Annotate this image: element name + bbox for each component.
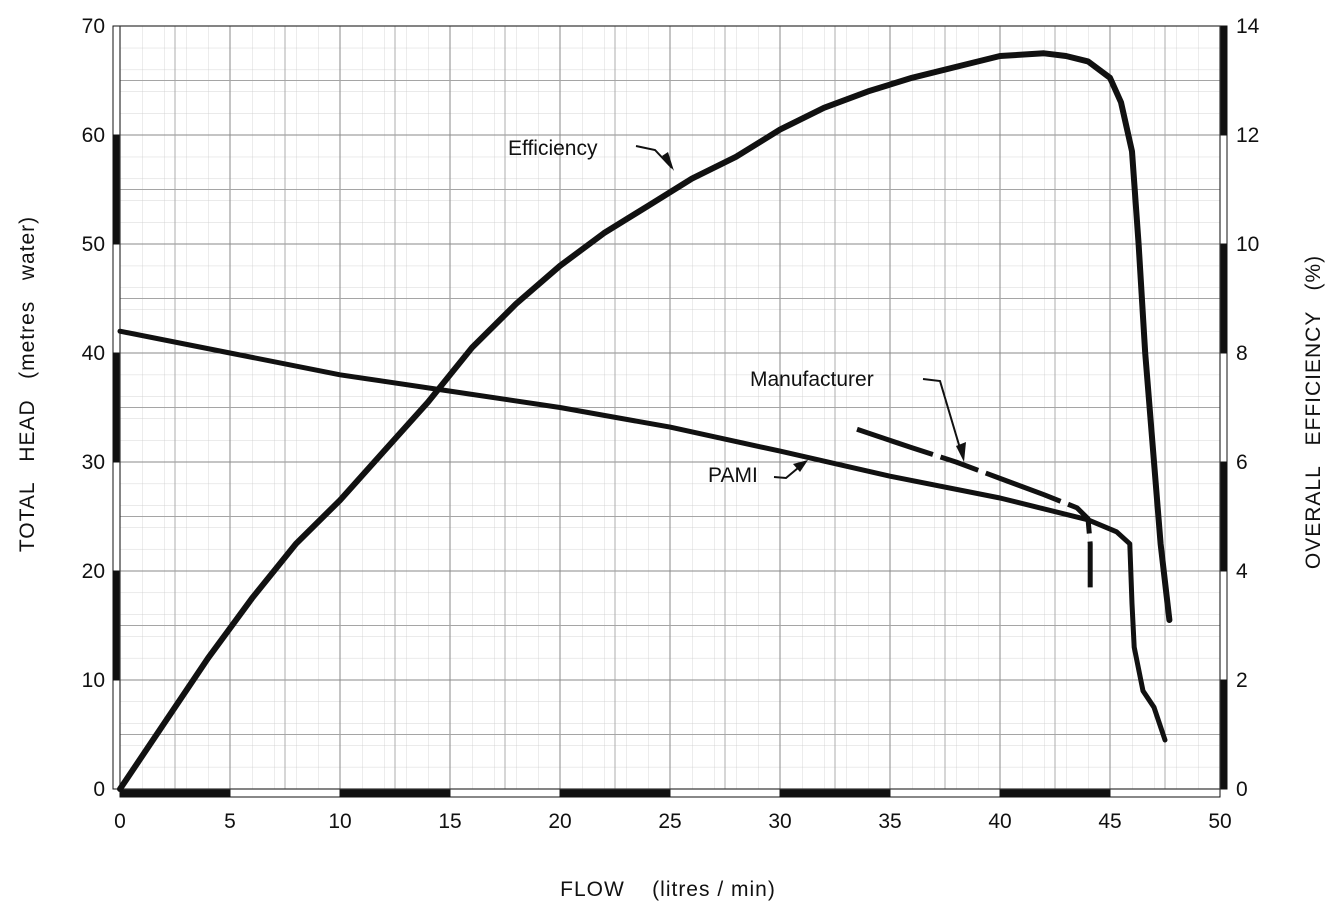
- arrow-manufacturer: [922, 378, 963, 456]
- bottom-scale-segment: [229, 788, 341, 798]
- x-axis-title: FLOW (litres / min): [560, 878, 776, 901]
- y-left-tick-label: 0: [93, 778, 105, 801]
- y-right-tick-label: 10: [1236, 233, 1259, 256]
- bottom-scale-segment: [449, 788, 561, 798]
- tick-labels: 0 5 10 15 20 25 30 35 40 45 5001020304050607002468…: [82, 15, 1260, 833]
- bottom-scale-segment: [119, 788, 231, 798]
- bottom-scale-segment: [999, 788, 1111, 798]
- y-left-tick-label: 70: [82, 15, 105, 38]
- bottom-scale-segment: [669, 788, 781, 798]
- y-right-tick-label: 14: [1236, 15, 1260, 38]
- y-left-tick-label: 40: [82, 342, 105, 365]
- annotations: Efficiency Manufacturer PAMI: [508, 137, 966, 487]
- grid: [119, 25, 1221, 790]
- right-scale-segment: [1219, 25, 1228, 136]
- arrow-pami-head: [793, 460, 808, 472]
- axis-frame: [112, 25, 1228, 798]
- left-scale-segment: [112, 25, 121, 136]
- label-pami: PAMI: [708, 464, 758, 487]
- left-scale-segment: [112, 134, 121, 245]
- left-scale-segment: [112, 352, 121, 463]
- bottom-scale-segment: [339, 788, 451, 798]
- series-line-manufacturer: [856, 426, 1093, 588]
- right-scale-segment: [1219, 243, 1228, 354]
- x-tick-label: 50: [1208, 810, 1231, 833]
- x-tick-label: 30: [768, 810, 791, 833]
- label-manufacturer: Manufacturer: [750, 368, 874, 391]
- y-right-tick-label: 8: [1236, 342, 1248, 365]
- arrow-efficiency-head: [662, 152, 674, 171]
- x-tick-label: 35: [878, 810, 901, 833]
- right-scale-segment: [1219, 352, 1228, 463]
- x-tick-label: 25: [658, 810, 681, 833]
- y-left-tick-label: 30: [82, 451, 105, 474]
- major-grid: [119, 25, 1221, 790]
- left-scale-segment: [112, 461, 121, 572]
- left-scale-segment: [112, 243, 121, 354]
- arrow-efficiency: [635, 145, 673, 169]
- bottom-scale-segment: [779, 788, 891, 798]
- series-line-pami: [117, 328, 1168, 743]
- bottom-scale-segment: [889, 788, 1001, 798]
- bottom-scale-segment: [559, 788, 671, 798]
- left-scale-segment: [112, 679, 121, 790]
- right-scale-segment: [1219, 570, 1228, 681]
- y-left-tick-label: 20: [82, 560, 105, 583]
- plot-border: [119, 25, 1221, 790]
- x-tick-label: 45: [1098, 810, 1121, 833]
- right-scale-segment: [1219, 134, 1228, 245]
- x-tick-label: 15: [438, 810, 461, 833]
- y-left-tick-label: 10: [82, 669, 105, 692]
- y-left-tick-label: 60: [82, 124, 105, 147]
- x-tick-label: 20: [548, 810, 571, 833]
- x-tick-label: 40: [988, 810, 1011, 833]
- x-tick-label: 5: [224, 810, 236, 833]
- axis-titles: FLOW (litres / min) TOTAL HEAD (metres w…: [16, 216, 1325, 901]
- series-line-efficiency: [117, 50, 1173, 792]
- x-tick-label: 10: [328, 810, 351, 833]
- y-left-tick-label: 50: [82, 233, 105, 256]
- bottom-scale-segment: [1109, 788, 1221, 798]
- y-left-axis-title: TOTAL HEAD (metres water): [16, 216, 39, 552]
- series-lines: [117, 50, 1173, 792]
- right-scale-segment: [1219, 679, 1228, 790]
- y-right-axis-title: OVERALL EFFICIENCY (%): [1302, 255, 1325, 569]
- y-right-tick-label: 2: [1236, 669, 1248, 692]
- y-right-tick-label: 0: [1236, 778, 1248, 801]
- x-tick-label: 0: [114, 810, 126, 833]
- right-scale-segment: [1219, 461, 1228, 572]
- y-right-tick-label: 12: [1236, 124, 1259, 147]
- left-scale-segment: [112, 570, 121, 681]
- y-right-tick-label: 4: [1236, 560, 1248, 583]
- y-right-tick-label: 6: [1236, 451, 1248, 474]
- label-efficiency: Efficiency: [508, 137, 598, 160]
- arrow-manufacturer-head: [956, 442, 966, 462]
